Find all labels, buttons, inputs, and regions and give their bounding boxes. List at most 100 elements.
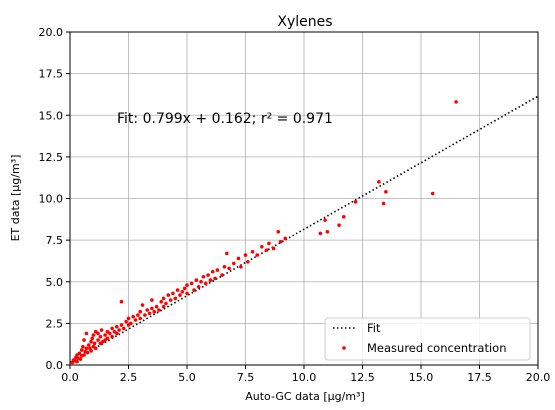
data-point (81, 344, 85, 349)
x-tick-label: 0.0 (61, 371, 79, 384)
chart-title: Xylenes (277, 14, 332, 30)
data-point (124, 319, 128, 324)
data-point (161, 304, 166, 309)
data-point (283, 236, 288, 241)
y-tick-label: 7.5 (46, 234, 64, 247)
data-point (78, 357, 83, 361)
data-point (82, 353, 86, 357)
data-point (96, 331, 100, 336)
data-point (203, 281, 208, 286)
data-point (103, 333, 107, 337)
data-point (206, 273, 210, 277)
data-point (85, 350, 90, 355)
data-point (164, 301, 168, 306)
data-point (140, 303, 145, 307)
data-point (150, 298, 154, 302)
legend-box (324, 317, 531, 361)
data-point (318, 231, 323, 236)
data-point (98, 334, 103, 339)
data-point (341, 215, 346, 219)
data-point (178, 293, 182, 297)
fit-annotation: Fit: 0.799x + 0.162; r² = 0.971 (117, 111, 333, 127)
data-point (92, 341, 97, 346)
data-point (107, 331, 112, 336)
x-tick-label: 2.5 (120, 371, 138, 384)
data-point (93, 346, 98, 351)
data-point (381, 201, 386, 206)
data-point (115, 331, 119, 336)
data-point (154, 304, 159, 309)
data-point (353, 200, 358, 204)
data-point (82, 338, 86, 342)
data-point (105, 336, 110, 341)
legend-measured-swatch (342, 346, 346, 350)
data-point (84, 346, 89, 351)
data-point (84, 331, 89, 336)
data-point (323, 218, 327, 222)
legend-fit-label: Fit (367, 321, 381, 335)
data-point (161, 296, 166, 301)
data-point (136, 313, 140, 317)
data-point (337, 223, 341, 227)
y-axis-label: ET data [μg/m³] (9, 155, 22, 242)
data-point (115, 324, 119, 329)
data-point (255, 253, 259, 257)
data-point (215, 268, 220, 272)
data-point (150, 306, 154, 311)
data-point (243, 253, 248, 257)
data-point (430, 191, 435, 196)
data-point (454, 100, 458, 104)
fit-line (69, 95, 539, 363)
data-point (126, 316, 131, 321)
data-point (224, 251, 229, 256)
data-point (138, 316, 142, 321)
legend-measured-label: Measured concentration (367, 341, 506, 355)
data-point (99, 328, 104, 332)
y-tick-label: 20.0 (39, 26, 64, 39)
data-point (250, 249, 255, 254)
data-point (173, 296, 178, 301)
data-point (377, 180, 381, 184)
data-point (246, 259, 250, 264)
data-point (384, 190, 388, 194)
data-point (213, 276, 217, 281)
data-point (79, 348, 84, 352)
data-point (143, 313, 147, 317)
data-point (89, 349, 93, 353)
data-points (70, 100, 458, 365)
x-axis-label: Auto-GC data [μg/m³] (245, 390, 365, 403)
y-tick-label: 12.5 (39, 151, 64, 164)
x-tick-label: 20.0 (526, 371, 551, 384)
data-point (119, 323, 124, 327)
data-point (192, 288, 196, 292)
data-point (185, 283, 189, 287)
data-point (194, 278, 199, 282)
data-point (239, 264, 243, 269)
legend: Fit Measured concentration (324, 317, 531, 361)
fit-line-layer (69, 95, 539, 363)
data-point (122, 326, 126, 331)
x-tick-label: 10.0 (292, 371, 317, 384)
data-point (89, 339, 93, 344)
data-point (110, 334, 114, 339)
data-point (264, 248, 269, 252)
data-point (133, 318, 138, 322)
data-point (185, 291, 189, 296)
data-point (189, 281, 194, 286)
x-tick-label: 12.5 (350, 371, 375, 384)
data-point (171, 291, 175, 296)
x-tick-label: 5.0 (178, 371, 196, 384)
data-point (75, 359, 79, 364)
x-tick-label: 7.5 (237, 371, 255, 384)
data-point (222, 264, 227, 269)
data-point (110, 326, 114, 331)
y-tick-label: 15.0 (39, 109, 64, 122)
data-point (201, 274, 206, 279)
data-point (227, 266, 231, 271)
data-point (96, 338, 100, 342)
data-point (86, 343, 91, 347)
data-point (260, 244, 264, 249)
data-point (276, 230, 281, 234)
data-point (159, 299, 164, 304)
